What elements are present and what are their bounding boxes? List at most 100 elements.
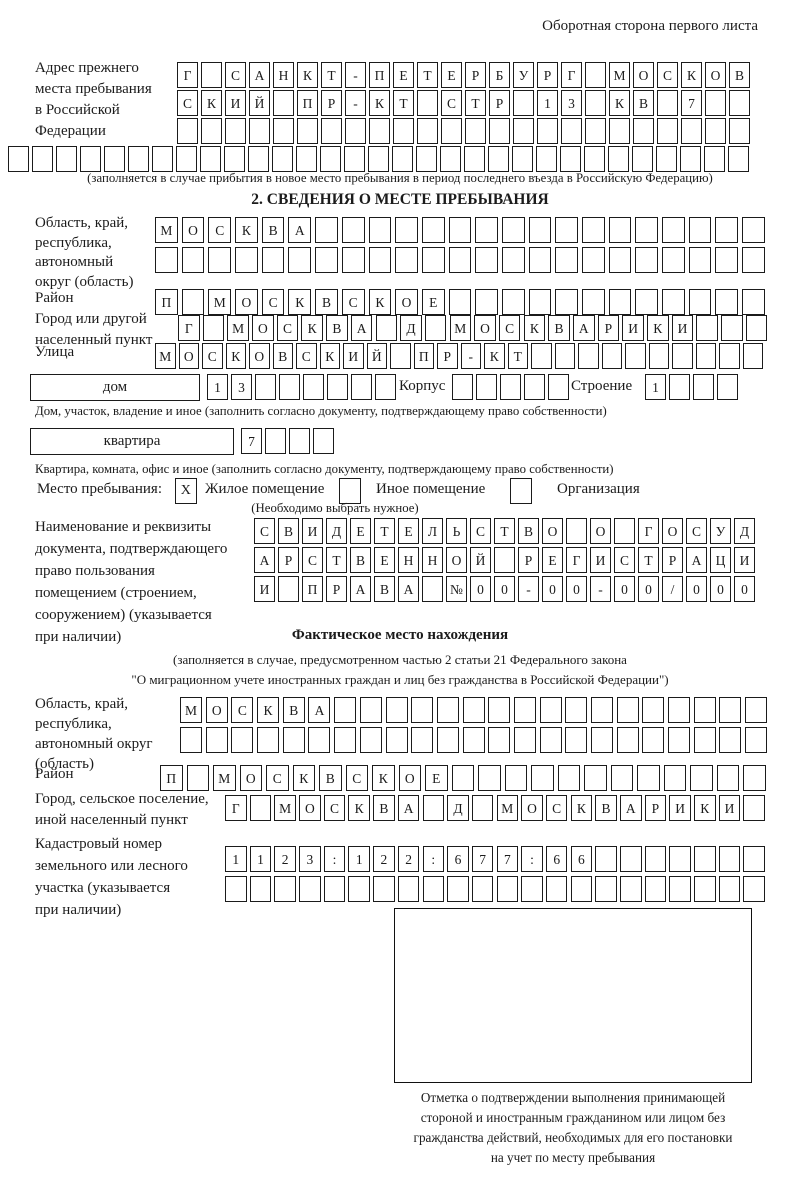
char-cell [368, 217, 392, 243]
char-cell: 1 [249, 846, 272, 872]
char-cell: А [620, 795, 642, 821]
char-cell [297, 118, 318, 144]
char-cell [705, 118, 726, 144]
char-cell [513, 697, 536, 723]
char-cell: К [372, 765, 395, 791]
char-cell [411, 727, 434, 753]
char-cell [729, 118, 750, 144]
char-cell: Е [374, 547, 395, 573]
char-cell [565, 727, 588, 753]
char-cell [249, 876, 272, 902]
label-line: автономный округ [35, 736, 153, 752]
char-cell: К [301, 315, 323, 341]
char-cell [657, 118, 678, 144]
char-cell: К [484, 343, 505, 369]
char-cell [385, 727, 408, 753]
char-cell [208, 247, 232, 273]
char-cell: С [441, 90, 462, 116]
char-cell: П [369, 62, 390, 88]
city-label: Город или другой населенный пункт [35, 309, 152, 351]
char-cell [642, 697, 665, 723]
char-cell [261, 247, 285, 273]
char-cell: О [252, 315, 274, 341]
char-cell [462, 727, 485, 753]
char-cell [633, 118, 654, 144]
char-cell [348, 876, 370, 902]
char-cell [595, 876, 617, 902]
char-cell [548, 374, 569, 400]
char-cell: 7 [496, 846, 519, 872]
char-cell: К [523, 315, 546, 341]
char-cell [249, 118, 270, 144]
char-cell [557, 765, 580, 791]
char-cell: Р [537, 62, 558, 88]
char-cell: 2 [373, 846, 395, 872]
char-cell: Е [350, 518, 371, 544]
char-cell: В [518, 518, 539, 544]
char-cell: К [297, 62, 318, 88]
char-cell [539, 697, 562, 723]
char-cell: И [254, 576, 275, 602]
char-cell: В [319, 765, 342, 791]
char-cell: Р [465, 62, 486, 88]
char-cell: Т [374, 518, 395, 544]
actual-region-row-2 [180, 727, 768, 753]
char-cell: В [373, 795, 395, 821]
char-cell: С [276, 315, 299, 341]
char-cell [249, 795, 272, 821]
char-cell [421, 217, 445, 243]
char-cell [464, 146, 485, 172]
char-cell [585, 62, 606, 88]
char-cell: К [235, 217, 258, 243]
char-cell [578, 343, 599, 369]
char-cell: И [718, 795, 741, 821]
char-cell [662, 247, 685, 273]
stamp-note: Отметка о подтверждении выполнения прини… [368, 1088, 778, 1168]
char-cell [635, 247, 659, 273]
char-cell: И [734, 547, 755, 573]
char-cell [56, 146, 77, 172]
apartment-number-row: 7 [241, 428, 334, 454]
char-cell [334, 727, 357, 753]
char-cell [742, 247, 765, 273]
char-cell: Е [398, 518, 419, 544]
char-cell: Т [507, 343, 528, 369]
char-cell: П [155, 289, 178, 315]
char-cell [656, 146, 677, 172]
char-cell [104, 146, 125, 172]
char-cell: С [202, 343, 223, 369]
char-cell [257, 727, 280, 753]
char-cell [718, 876, 741, 902]
char-cell [395, 217, 418, 243]
char-cell: С [323, 795, 346, 821]
char-cell [719, 727, 742, 753]
char-cell: Е [542, 547, 563, 573]
char-cell [585, 118, 606, 144]
char-cell [635, 289, 659, 315]
char-cell [566, 518, 587, 544]
char-cell [591, 727, 613, 753]
char-cell [422, 876, 444, 902]
stay-type-checkbox-organization [510, 478, 532, 504]
char-cell [441, 118, 462, 144]
char-cell: О [235, 289, 258, 315]
char-cell [693, 697, 716, 723]
char-cell [531, 765, 554, 791]
char-cell: Д [734, 518, 755, 544]
char-cell: Д [326, 518, 347, 544]
char-cell [323, 876, 346, 902]
char-cell: 6 [447, 846, 469, 872]
char-cell [315, 247, 338, 273]
char-cell [616, 727, 639, 753]
char-cell: Е [421, 289, 445, 315]
char-cell: И [671, 315, 694, 341]
char-cell [334, 697, 357, 723]
label-line: при наличии) [35, 902, 122, 918]
char-cell [321, 118, 342, 144]
document-label: Наименование и реквизиты документа, подтв… [35, 516, 227, 648]
char-cell [369, 118, 390, 144]
char-cell: Д [447, 795, 469, 821]
